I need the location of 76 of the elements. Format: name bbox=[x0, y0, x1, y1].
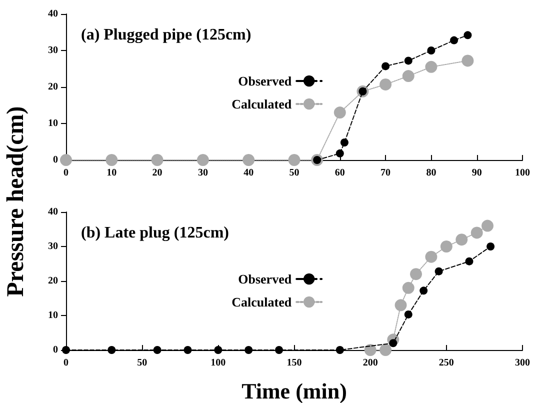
y-tick-label: 20 bbox=[48, 82, 58, 92]
point bbox=[214, 346, 222, 354]
point bbox=[420, 286, 428, 295]
x-tick-label: 80 bbox=[426, 168, 436, 178]
point bbox=[196, 154, 209, 166]
y-tick-label: 20 bbox=[48, 276, 58, 286]
point bbox=[334, 106, 346, 119]
point bbox=[153, 346, 162, 354]
y-axis-title: Pressure head(cm) bbox=[3, 106, 29, 297]
point bbox=[402, 282, 414, 294]
y-tick-label: 10 bbox=[48, 118, 58, 129]
point bbox=[425, 250, 438, 263]
point bbox=[434, 267, 443, 276]
x-tick-label: 100 bbox=[210, 358, 226, 368]
point bbox=[465, 257, 474, 266]
x-tick-label: 10 bbox=[106, 168, 117, 178]
point bbox=[427, 46, 436, 54]
text: (a) Plugged pipe (125cm) bbox=[81, 26, 252, 44]
point bbox=[482, 220, 494, 232]
point bbox=[242, 154, 255, 166]
point bbox=[462, 54, 474, 67]
x-tick-label: 30 bbox=[198, 168, 208, 178]
x-tick-label: 300 bbox=[515, 358, 530, 368]
x-tick-label: 20 bbox=[152, 168, 162, 178]
y-tick-label: 0 bbox=[53, 344, 58, 356]
legend-label: Observed bbox=[238, 73, 292, 88]
point bbox=[402, 70, 414, 82]
point bbox=[456, 234, 468, 246]
x-tick-label: 60 bbox=[334, 168, 345, 178]
point bbox=[486, 242, 495, 250]
legend-label: Calculated bbox=[232, 96, 292, 112]
y-tick-label: 0 bbox=[53, 154, 58, 166]
text: (b) Late plug (125cm) bbox=[81, 224, 229, 242]
point bbox=[106, 154, 118, 166]
x-tick-label: 150 bbox=[286, 358, 302, 368]
point bbox=[336, 149, 344, 158]
point bbox=[364, 344, 376, 356]
point bbox=[184, 346, 192, 354]
point bbox=[450, 36, 458, 44]
point bbox=[464, 31, 472, 40]
x-tick-label: 200 bbox=[362, 358, 378, 368]
point bbox=[404, 310, 412, 318]
point bbox=[410, 268, 422, 280]
point bbox=[382, 62, 390, 70]
point bbox=[151, 154, 164, 166]
legend-label: Calculated bbox=[232, 294, 292, 310]
point bbox=[470, 226, 483, 239]
y-tick-label: 30 bbox=[48, 241, 58, 252]
y-tick-label: 40 bbox=[48, 206, 58, 218]
point bbox=[380, 344, 392, 356]
point bbox=[425, 60, 438, 73]
x-tick-label: 50 bbox=[289, 168, 300, 178]
y-tick-label: 10 bbox=[48, 310, 58, 321]
x-tick-label: 50 bbox=[137, 358, 148, 368]
y-tick-label: 40 bbox=[48, 8, 58, 20]
point bbox=[336, 346, 344, 354]
point bbox=[404, 56, 412, 65]
point bbox=[244, 346, 253, 354]
legend-label: Observed bbox=[238, 271, 292, 286]
x-tick-label: 0 bbox=[64, 168, 68, 178]
x-tick-label: 250 bbox=[438, 358, 454, 368]
point bbox=[108, 346, 116, 354]
point bbox=[60, 154, 72, 166]
point bbox=[275, 346, 284, 354]
x-tick-label: 90 bbox=[472, 168, 482, 178]
x-axis-title: Time (min) bbox=[242, 378, 347, 403]
x-tick-label: 0 bbox=[64, 358, 68, 368]
point bbox=[340, 138, 348, 146]
x-tick-label: 70 bbox=[380, 168, 391, 178]
x-tick-label: 40 bbox=[244, 168, 254, 178]
point bbox=[380, 78, 392, 90]
point bbox=[440, 240, 452, 252]
y-tick-label: 30 bbox=[48, 45, 58, 56]
point bbox=[288, 154, 300, 166]
x-tick-label: 100 bbox=[515, 168, 530, 178]
point bbox=[394, 299, 407, 312]
